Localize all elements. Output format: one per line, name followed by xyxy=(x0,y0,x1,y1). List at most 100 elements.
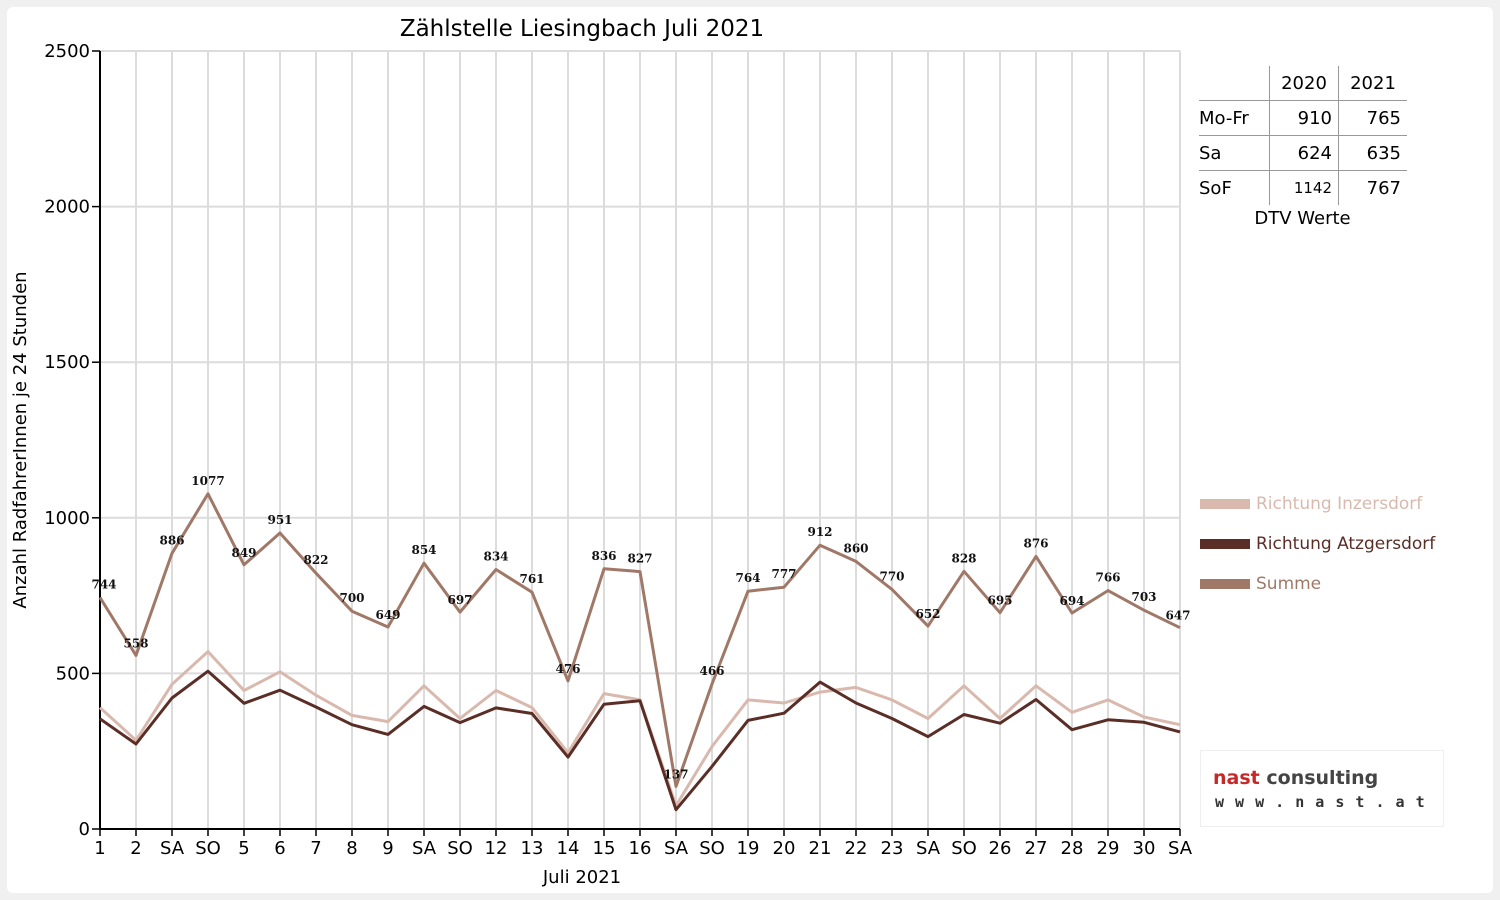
legend-swatch xyxy=(1200,579,1250,589)
x-tick-label: SA xyxy=(916,838,941,859)
x-tick-label: 23 xyxy=(881,838,904,859)
dtv-cell: 1142 xyxy=(1269,170,1339,205)
x-tick-label: 6 xyxy=(274,838,285,859)
dtv-col-2020: 2020 xyxy=(1269,66,1339,101)
x-tick-label: 12 xyxy=(485,838,508,859)
x-tick-label: SA xyxy=(412,838,437,859)
dtv-cell: 624 xyxy=(1269,135,1339,171)
data-labels: 744 558 886 1077 849 951 822 700 649 854 697 834 761… xyxy=(91,474,1190,782)
x-tick-label: 27 xyxy=(1025,838,1048,859)
x-axis-label: Juli 2021 xyxy=(542,867,621,888)
y-tick-label: 2000 xyxy=(44,197,90,218)
x-tick-label: SA xyxy=(160,838,185,859)
x-tick-label: 30 xyxy=(1133,838,1156,859)
dtv-col-2021: 2021 xyxy=(1338,66,1407,101)
data-label: 647 xyxy=(1165,609,1190,623)
y-tick-label: 1500 xyxy=(44,352,90,373)
y-axis-label: Anzahl RadfahrerInnen je 24 Stunden xyxy=(10,271,31,608)
legend-swatch xyxy=(1200,539,1250,549)
legend-item-summe: Summe xyxy=(1200,572,1321,596)
data-label: 652 xyxy=(915,607,940,621)
data-label: 770 xyxy=(879,569,904,583)
legend-item-atzgersdorf: Richtung Atzgersdorf xyxy=(1200,532,1435,556)
x-tick-label: 2 xyxy=(130,838,141,859)
data-label: 849 xyxy=(231,546,256,560)
dtv-row-label: SoF xyxy=(1199,177,1232,199)
y-tick-label: 1000 xyxy=(44,508,90,529)
x-tick-label: 28 xyxy=(1061,838,1084,859)
data-label: 822 xyxy=(303,553,328,567)
data-label: 761 xyxy=(519,572,544,586)
x-tick-label: 14 xyxy=(557,838,580,859)
x-tick-label: SO xyxy=(951,838,977,859)
chart-title: Zählstelle Liesingbach Juli 2021 xyxy=(400,16,764,42)
y-tick-label: 500 xyxy=(56,663,90,684)
data-label: 886 xyxy=(159,533,184,547)
logo-url: w w w . n a s t . a t xyxy=(1215,793,1426,811)
data-label: 876 xyxy=(1023,536,1048,550)
x-tick-label: SO xyxy=(447,838,473,859)
logo-name: nast consulting xyxy=(1213,767,1378,789)
y-tick-label: 0 xyxy=(79,819,90,840)
dtv-row-label: Mo-Fr xyxy=(1199,100,1270,136)
data-label: 476 xyxy=(555,662,580,676)
legend-swatch xyxy=(1200,499,1250,509)
x-tick-label: 15 xyxy=(593,838,616,859)
data-label: 854 xyxy=(411,543,436,557)
dtv-cell: 767 xyxy=(1338,170,1407,205)
x-tick-label: SO xyxy=(195,838,221,859)
legend-item-inzersdorf: Richtung Inzersdorf xyxy=(1200,492,1422,516)
data-label: 1077 xyxy=(191,474,224,488)
data-label: 766 xyxy=(1095,571,1120,585)
x-tick-label: 16 xyxy=(629,838,652,859)
x-tick-label: 9 xyxy=(382,838,393,859)
data-label: 466 xyxy=(699,664,724,678)
legend-label: Richtung Atzgersdorf xyxy=(1256,534,1436,554)
data-label: 834 xyxy=(483,549,508,563)
series-lines xyxy=(98,492,1181,812)
data-label: 827 xyxy=(627,552,652,566)
dtv-cell: 910 xyxy=(1269,100,1339,136)
data-label: 703 xyxy=(1131,590,1156,604)
x-tick-label: 22 xyxy=(845,838,868,859)
series-line xyxy=(98,492,1181,788)
data-label: 912 xyxy=(807,525,832,539)
data-label: 777 xyxy=(771,567,796,581)
y-tick-label: 2500 xyxy=(44,41,90,62)
series-line xyxy=(99,669,1181,812)
x-tick-label: 8 xyxy=(346,838,357,859)
data-label: 836 xyxy=(591,549,616,563)
logo-name-part1: nast xyxy=(1213,767,1260,789)
dtv-caption: DTV Werte xyxy=(1254,208,1351,229)
x-tick-label: 26 xyxy=(989,838,1012,859)
data-label: 558 xyxy=(123,636,148,650)
x-tick-label: SO xyxy=(699,838,725,859)
data-label: 697 xyxy=(447,593,472,607)
x-tick-label: 29 xyxy=(1097,838,1120,859)
data-label: 744 xyxy=(91,577,116,591)
dtv-cell: 765 xyxy=(1338,100,1407,136)
data-label: 951 xyxy=(267,513,292,527)
data-label: 828 xyxy=(951,551,976,565)
data-label: 694 xyxy=(1059,594,1084,608)
data-label: 137 xyxy=(663,767,688,781)
data-label: 649 xyxy=(375,608,400,622)
x-tick-label: 20 xyxy=(773,838,796,859)
x-tick-label: SA xyxy=(1168,838,1193,859)
dtv-cell: 635 xyxy=(1338,135,1407,171)
x-tick-label: SA xyxy=(664,838,689,859)
x-tick-label: 13 xyxy=(521,838,544,859)
x-tick-label: 1 xyxy=(94,838,105,859)
data-label: 695 xyxy=(987,594,1012,608)
company-logo: nast consulting w w w . n a s t . a t xyxy=(1200,750,1444,827)
data-label: 860 xyxy=(843,541,868,555)
logo-name-part2: consulting xyxy=(1266,767,1379,789)
dtv-row-label: Sa xyxy=(1199,135,1270,171)
dtv-table: 2020 2021 Mo-Fr 910 765 Sa 624 635 SoF 1… xyxy=(1199,66,1407,205)
data-label: 764 xyxy=(735,571,760,585)
legend-label: Summe xyxy=(1256,574,1322,594)
x-tick-label: 5 xyxy=(238,838,249,859)
data-label: 700 xyxy=(339,591,364,605)
